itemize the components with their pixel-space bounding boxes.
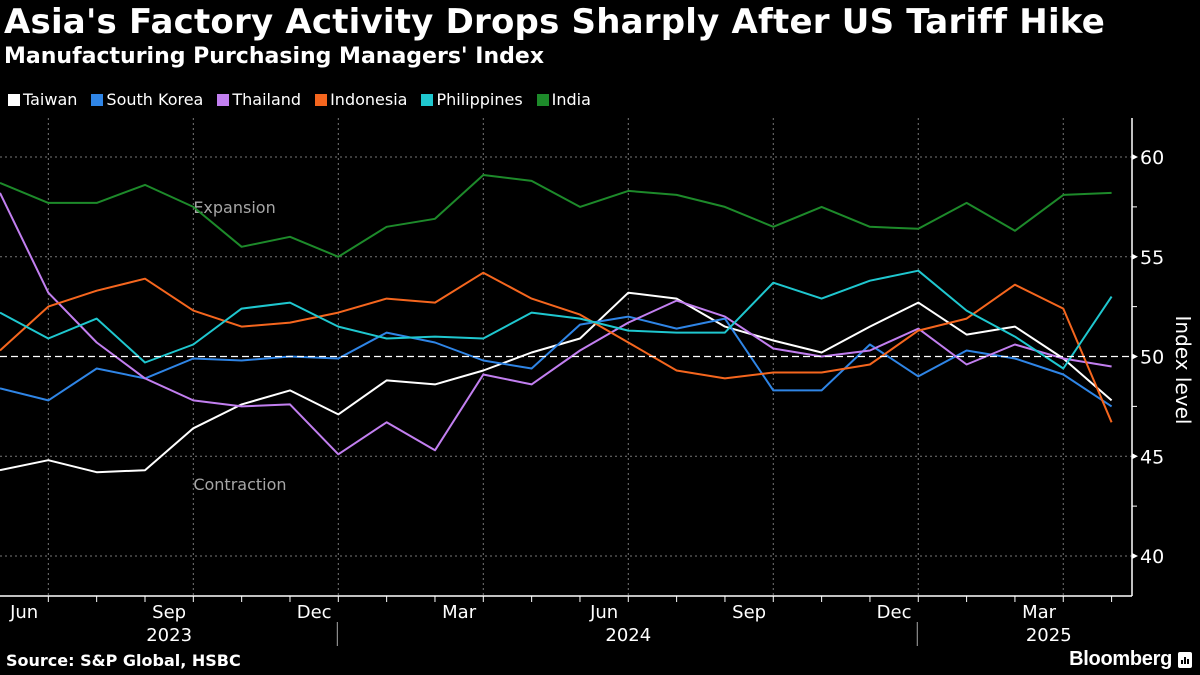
series-line-philippines — [0, 269, 1113, 370]
x-tick-label: Sep — [732, 602, 766, 623]
y-tick — [1132, 453, 1138, 460]
series-line-thailand — [0, 192, 1112, 456]
series-line-south-korea — [0, 315, 1113, 408]
bloomberg-chart-icon — [1178, 651, 1192, 668]
x-tick-label: Mar — [442, 602, 477, 623]
x-tick-label: Dec — [297, 602, 332, 623]
annotation-label: Contraction — [193, 475, 286, 494]
source-note: Source: S&P Global, HSBC — [6, 651, 241, 670]
legend-swatch — [8, 93, 20, 106]
chart-subtitle: Manufacturing Purchasing Managers' Index — [4, 44, 545, 69]
annotation-label: Expansion — [193, 198, 275, 217]
y-tick — [1132, 253, 1138, 260]
x-tick-label: Dec — [877, 602, 912, 623]
x-year-label: 2025 — [1026, 625, 1072, 646]
legend-label: Philippines — [436, 90, 523, 109]
y-tick-label: 40 — [1140, 546, 1164, 568]
legend-swatch — [217, 93, 230, 106]
bloomberg-brand: Bloomberg — [1069, 648, 1192, 671]
legend-label: India — [551, 90, 591, 109]
y-tick — [1132, 353, 1138, 360]
legend-swatch — [315, 93, 328, 106]
legend: Taiwan South Korea Thailand Indonesia Philip… — [8, 90, 591, 109]
series-line-taiwan — [0, 291, 1113, 474]
x-year-label: 2023 — [146, 625, 192, 646]
series-line-indonesia — [0, 271, 1113, 423]
legend-item[interactable]: Philippines — [421, 90, 523, 109]
y-tick — [1132, 154, 1138, 160]
legend-item[interactable]: South Korea — [91, 90, 203, 109]
y-tick-label: 55 — [1140, 247, 1164, 269]
y-axis-title: Index level — [1171, 316, 1195, 425]
x-year-label: 2024 — [605, 625, 651, 646]
legend-item[interactable]: Indonesia — [315, 90, 407, 109]
legend-item[interactable]: Thailand — [217, 90, 301, 109]
legend-label: Indonesia — [330, 90, 408, 109]
legend-label: Thailand — [232, 90, 302, 109]
x-tick-label: Sep — [152, 602, 186, 623]
y-tick-label: 45 — [1140, 446, 1164, 468]
legend-swatch — [536, 93, 549, 106]
legend-label: Taiwan — [23, 90, 78, 109]
y-tick-label: 50 — [1140, 347, 1164, 369]
x-tick-label: Jun — [9, 602, 38, 623]
x-tick-label: Jun — [589, 602, 618, 623]
y-tick-label: 60 — [1140, 147, 1164, 169]
legend-item[interactable]: India — [536, 90, 591, 109]
chart-title: Asia's Factory Activity Drops Sharply Af… — [4, 2, 1105, 42]
y-tick — [1132, 553, 1138, 559]
legend-label: South Korea — [106, 90, 204, 109]
legend-item[interactable]: Taiwan — [8, 90, 77, 109]
x-tick-label: Mar — [1022, 602, 1057, 623]
series-line-india — [0, 174, 1112, 258]
bloomberg-logo: Bloomberg — [1069, 648, 1172, 670]
legend-swatch — [421, 93, 434, 106]
legend-swatch — [91, 93, 104, 106]
